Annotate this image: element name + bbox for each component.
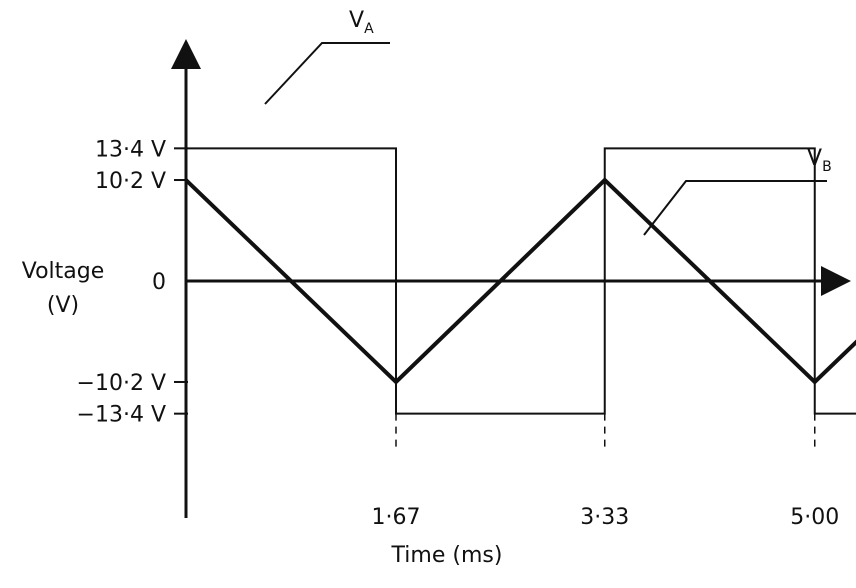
series-vb-line xyxy=(184,177,856,385)
x-tick-label: 3·33 xyxy=(580,505,629,530)
y-axis-title-line-1: Voltage xyxy=(22,259,105,284)
x-axis-title: Time (ms) xyxy=(391,543,503,568)
series-layer xyxy=(184,147,856,415)
y-tick-label: −13·4 V xyxy=(77,403,166,428)
va-leader-line xyxy=(264,42,390,105)
series-label-va: VA xyxy=(349,8,374,37)
x-tick-label: 5·00 xyxy=(790,505,839,530)
axes xyxy=(171,39,851,518)
ticks-layer: 13·4 V10·2 V0−10·2 V−13·4 V1·673·335·006… xyxy=(77,137,840,530)
series-label-va-main: V xyxy=(349,8,364,33)
x-tick-label: 1·67 xyxy=(372,505,421,530)
series-label-vb-main: V xyxy=(807,146,822,171)
y-tick-label: 10·2 V xyxy=(95,169,166,194)
vb-leader-line xyxy=(643,180,827,236)
series-va-line xyxy=(186,147,856,415)
y-axis-title-line-2: (V) xyxy=(47,293,79,318)
y-tick-label: 0 xyxy=(152,270,166,295)
series-label-va-subscript: A xyxy=(364,21,374,37)
y-tick-label: 13·4 V xyxy=(95,137,166,162)
series-label-vb-subscript: B xyxy=(822,159,832,175)
y-tick-label: −10·2 V xyxy=(77,371,166,396)
series-label-vb: VB xyxy=(807,146,832,175)
